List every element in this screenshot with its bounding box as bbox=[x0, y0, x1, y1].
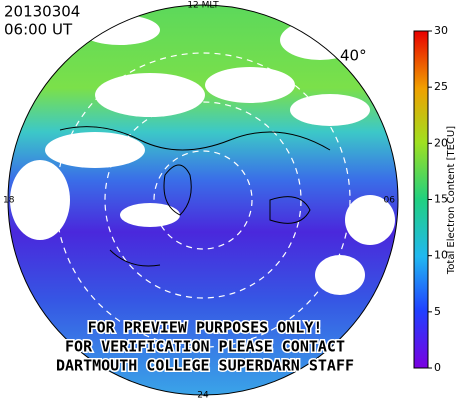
colorbar-tick-label: 0 bbox=[434, 361, 441, 374]
watermark-line: FOR VERIFICATION PLEASE CONTACT bbox=[65, 338, 345, 356]
watermark-line: DARTMOUTH COLLEGE SUPERDARN STAFF bbox=[56, 357, 354, 375]
colorbar-tick-label: 25 bbox=[434, 80, 448, 93]
colorbar-tick-label: 15 bbox=[434, 193, 448, 206]
map-disk bbox=[8, 5, 398, 395]
watermark-line: FOR PREVIEW PURPOSES ONLY! bbox=[88, 319, 323, 337]
right-label: 06 bbox=[384, 196, 396, 206]
latitude-label: 40° bbox=[340, 47, 367, 65]
colorbar-tick-label: 30 bbox=[434, 24, 448, 37]
map-border bbox=[7, 4, 399, 396]
colorbar-tick-label: 5 bbox=[434, 305, 441, 318]
colorbar bbox=[413, 30, 429, 369]
colorbar-label: Total Electron Content [TECU] bbox=[446, 126, 457, 275]
time: 06:00 UT bbox=[4, 21, 73, 39]
date: 20130304 bbox=[4, 3, 80, 21]
colorbar-ticks: 0 5 10 15 20 25 30 bbox=[428, 24, 448, 374]
left-label: 18 bbox=[3, 196, 15, 206]
watermark: FOR PREVIEW PURPOSES ONLY!FOR VERIFICATI… bbox=[54, 317, 355, 376]
colorbar-tick-label: 20 bbox=[434, 136, 448, 149]
top-label: 12 MLT bbox=[187, 1, 219, 11]
colorbar-tick-label: 10 bbox=[434, 249, 448, 262]
bottom-label: 24 bbox=[197, 391, 209, 400]
